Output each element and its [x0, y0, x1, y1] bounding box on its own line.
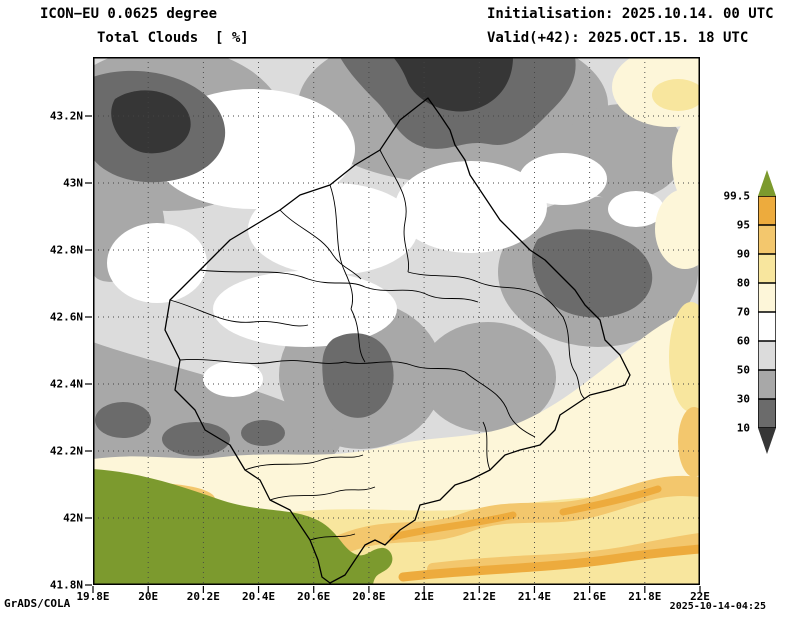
colorbar-bar	[758, 170, 776, 454]
colorbar-segment	[758, 341, 776, 370]
colorbar-level-label: 70	[736, 305, 750, 319]
y-tick-label: 41.8N	[49, 578, 83, 592]
colorbar-level-label: 90	[736, 247, 750, 261]
x-tick-label: 20.2E	[186, 590, 220, 603]
y-axis-labels: 43.2N 43N 42.8N 42.6N 42.4N 42.2N 42N 41.8N	[0, 57, 86, 592]
x-tick-label: 21.8E	[628, 590, 662, 603]
colorbar-segments	[758, 196, 776, 428]
x-tick-label: 19.8E	[76, 590, 110, 603]
init-time-label: Initialisation: 2025.10.14. 00 UTC	[487, 6, 774, 22]
x-tick-label: 20.4E	[241, 590, 276, 603]
y-tick-label: 42.4N	[49, 377, 83, 391]
x-tick-label: 21E	[414, 590, 435, 603]
creation-timestamp: 2025-10-14-04:25	[669, 601, 766, 612]
x-tick-label: 21.6E	[573, 590, 607, 603]
municipality-borders	[169, 149, 586, 541]
cloud-shading-layer	[93, 57, 700, 585]
colorbar-arrow-top-icon	[758, 170, 776, 196]
axis-tick-marks	[85, 115, 701, 593]
y-tick-label: 42.2N	[49, 444, 83, 458]
colorbar-level-label: 95	[736, 218, 750, 232]
valid-time-label: Valid(+42): 2025.OCT.15. 18 UTC	[487, 30, 749, 46]
lat-lon-grid	[93, 57, 700, 585]
x-tick-label: 20E	[138, 590, 159, 603]
colorbar-level-label: 50	[736, 363, 750, 377]
cloud-cover-map	[85, 57, 701, 593]
y-tick-label: 43.2N	[49, 109, 83, 123]
colorbar-segment	[758, 196, 776, 225]
colorbar-segment	[758, 312, 776, 341]
colorbar-level-label: 10	[736, 421, 750, 435]
x-tick-label: 21.2E	[462, 590, 496, 603]
colorbar-segment	[758, 283, 776, 312]
model-title: ICON−EU 0.0625 degree	[40, 6, 218, 22]
y-tick-label: 42N	[63, 511, 83, 525]
x-axis-labels: 19.8E 20E 20.2E 20.4E 20.6E 20.8E 21E 21.2E 21.4…	[76, 590, 710, 604]
y-tick-label: 42.6N	[49, 310, 83, 324]
country-borders	[164, 97, 631, 584]
y-tick-label: 43N	[63, 176, 83, 190]
colorbar-arrow-bottom-icon	[758, 428, 776, 454]
colorbar-level-label: 60	[736, 334, 750, 348]
colorbar-segment	[758, 399, 776, 428]
grads-credit: GrADS/COLA	[4, 597, 71, 610]
colorbar-segment	[758, 370, 776, 399]
map-plot	[85, 57, 701, 593]
colorbar-segment	[758, 225, 776, 254]
colorbar-level-label: 30	[736, 392, 750, 406]
x-tick-label: 20.6E	[297, 590, 331, 603]
colorbar-level-label: 80	[736, 276, 750, 290]
x-tick-label: 20.8E	[352, 590, 386, 603]
y-tick-label: 42.8N	[49, 243, 83, 257]
map-frame	[93, 57, 700, 585]
colorbar-segment	[758, 254, 776, 283]
x-tick-label: 21.4E	[517, 590, 552, 603]
x-tick-label: 22E	[690, 590, 710, 603]
colorbar-level-label: 99.5	[723, 189, 751, 203]
colorbar: 99.5 95 90 80 70 60 50 30 10	[718, 170, 776, 454]
variable-title: Total Clouds [ %]	[97, 30, 249, 46]
